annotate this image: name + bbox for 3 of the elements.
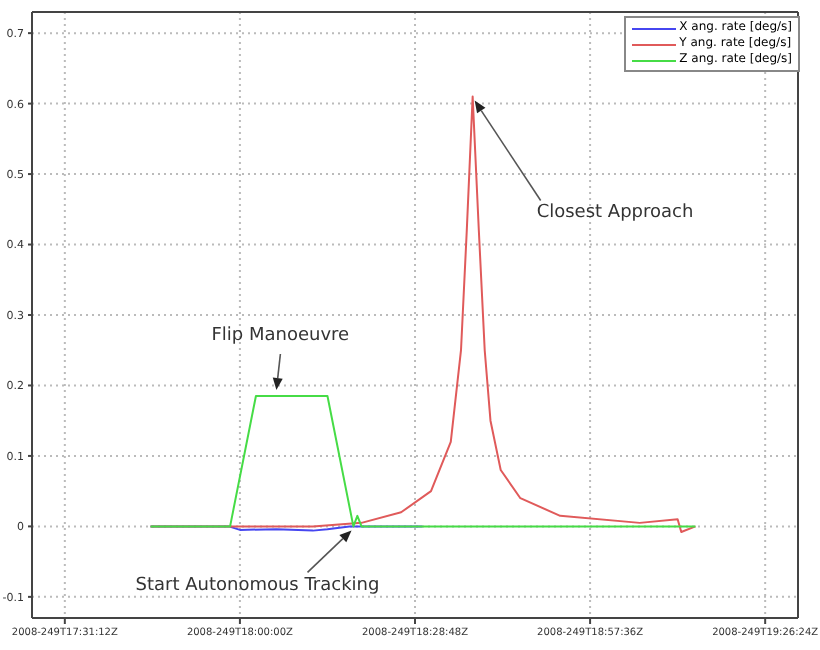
annotation: Start Autonomous Tracking [135,576,380,597]
annotation: Closest Approach [536,202,694,223]
annotation: Flip Manoeuvre [211,326,351,347]
